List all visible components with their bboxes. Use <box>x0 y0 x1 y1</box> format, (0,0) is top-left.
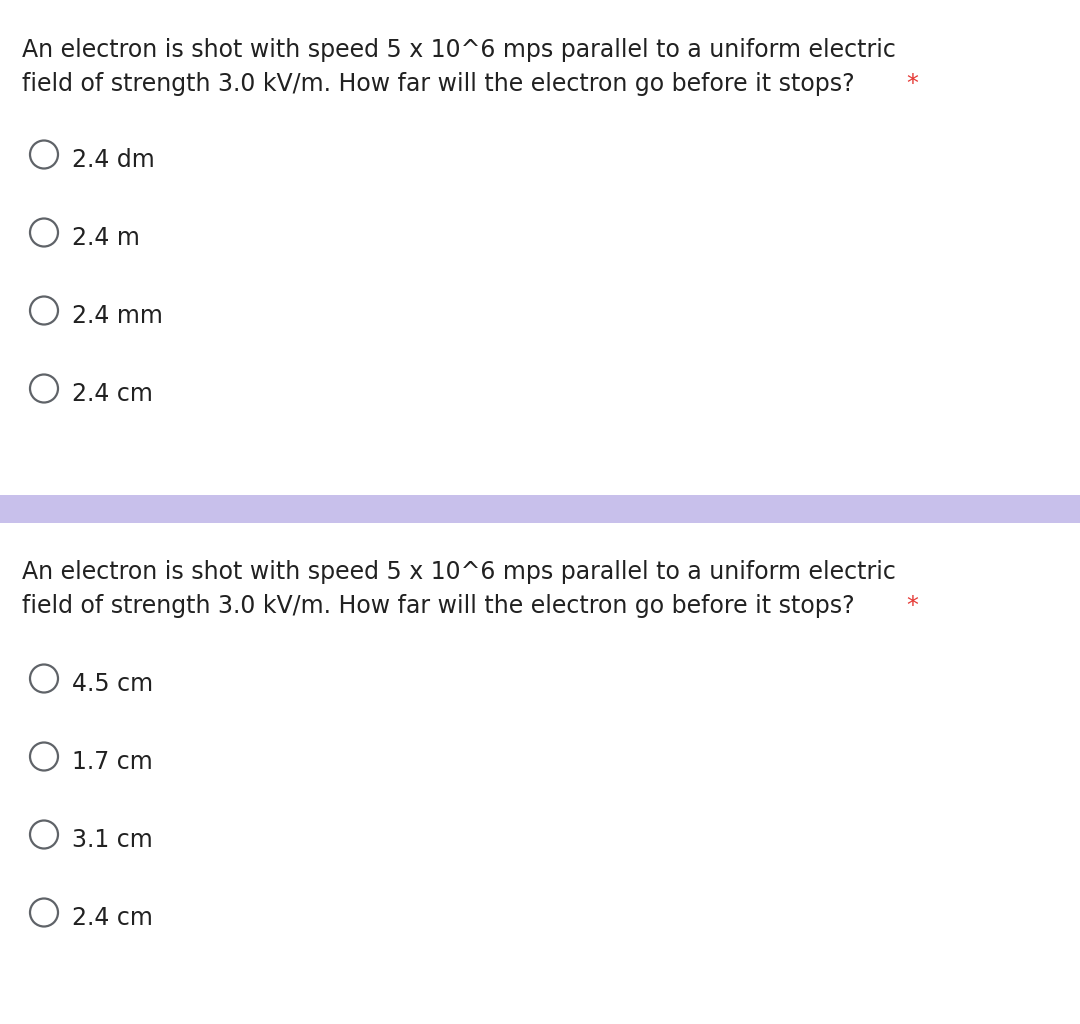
Text: field of strength 3.0 kV/m. How far will the electron go before it stops?: field of strength 3.0 kV/m. How far will… <box>22 72 862 96</box>
Text: field of strength 3.0 kV/m. How far will the electron go before it stops?: field of strength 3.0 kV/m. How far will… <box>22 594 862 618</box>
Bar <box>0 495 1080 523</box>
Text: 2.4 cm: 2.4 cm <box>72 906 153 930</box>
Text: 2.4 m: 2.4 m <box>72 226 140 250</box>
Text: 2.4 dm: 2.4 dm <box>72 148 154 172</box>
Text: *: * <box>906 72 918 96</box>
Text: An electron is shot with speed 5 x 10^6 mps parallel to a uniform electric: An electron is shot with speed 5 x 10^6 … <box>22 38 896 62</box>
Text: An electron is shot with speed 5 x 10^6 mps parallel to a uniform electric: An electron is shot with speed 5 x 10^6 … <box>22 560 896 584</box>
Text: *: * <box>906 594 918 618</box>
Text: 3.1 cm: 3.1 cm <box>72 828 152 852</box>
Text: field of strength 3.0 kV/m. How far will the electron go before it stops? *: field of strength 3.0 kV/m. How far will… <box>22 72 874 96</box>
Text: 2.4 cm: 2.4 cm <box>72 382 153 406</box>
Text: 4.5 cm: 4.5 cm <box>72 672 153 696</box>
Text: 2.4 mm: 2.4 mm <box>72 304 163 328</box>
Text: 1.7 cm: 1.7 cm <box>72 750 152 774</box>
